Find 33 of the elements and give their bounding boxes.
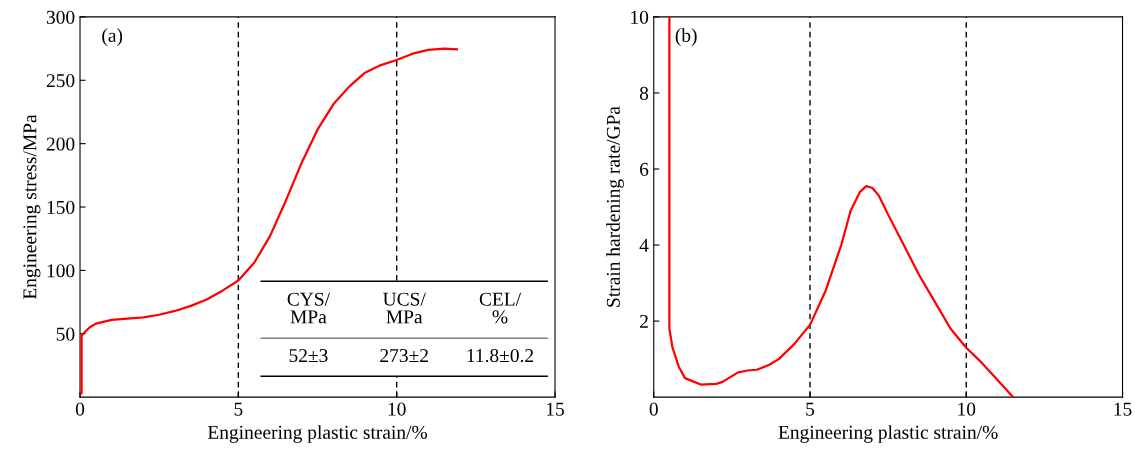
y-axis-title: Strain hardening rate/GPa [606,106,624,307]
y-tick-label: 10 [631,10,649,24]
y-tick-label: 6 [640,162,649,176]
x-tick-label: 0 [75,402,85,416]
x-tick-label: 0 [649,402,658,416]
x-axis-title: Engineering plastic strain/% [778,425,998,443]
x-tick-label: 5 [234,402,243,416]
annotation: (b) [675,28,697,46]
line-series [668,16,1015,398]
y-tick-label: 300 [46,10,75,24]
y-tick-label: 250 [46,74,75,88]
x-tick-label: 5 [806,402,815,416]
x-tick-label: 15 [1114,402,1132,416]
y-axis-title: Engineering stress/MPa [23,114,41,300]
annotation: CEL/ % [479,292,522,324]
annotation: UCS/ MPa [383,292,426,324]
x-axis-title: Engineering plastic strain/% [207,425,428,443]
annotation: 52±3 [289,349,328,363]
annotation: 11.8±0.2 [467,348,534,363]
y-tick-label: 150 [47,200,75,214]
y-tick-label: 200 [46,137,75,151]
annotation: (a) [102,28,123,46]
annotation: 273±2 [380,349,428,363]
y-tick-label: 4 [639,238,649,252]
y-tick-label: 50 [56,327,75,341]
x-tick-label: 10 [958,402,976,416]
x-tick-label: 15 [547,402,564,416]
y-tick-label: 8 [639,86,649,100]
x-tick-label: 10 [388,402,406,416]
y-tick-label: 100 [47,264,75,278]
y-tick-label: 2 [640,314,648,328]
line-series [80,47,458,395]
annotation: CYS/ MPa [287,292,331,324]
